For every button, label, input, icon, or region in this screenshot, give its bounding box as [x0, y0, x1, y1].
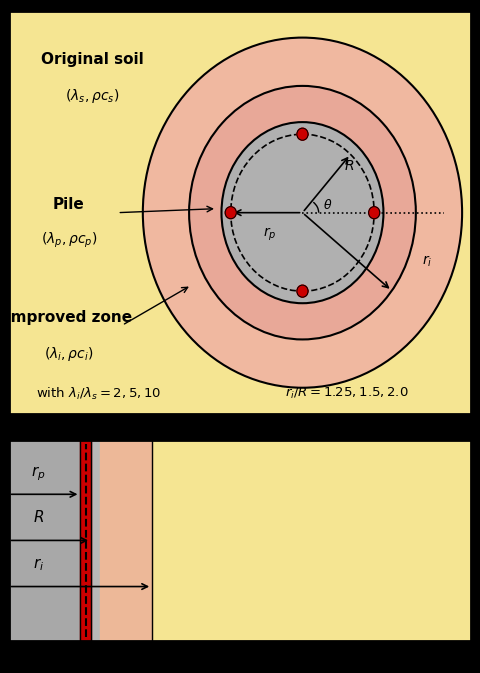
Bar [80, 440, 91, 641]
Text: $r_i$: $r_i$ [422, 253, 432, 269]
Text: Improved zone: Improved zone [5, 310, 132, 325]
Ellipse shape [143, 38, 462, 388]
Text: $R$: $R$ [344, 160, 354, 174]
Text: $R$: $R$ [33, 509, 44, 526]
Text: $r_p$: $r_p$ [32, 464, 46, 483]
Ellipse shape [297, 128, 308, 140]
Ellipse shape [225, 207, 236, 219]
Text: $r_i/R = 1.25, 1.5, 2.0$: $r_i/R = 1.25, 1.5, 2.0$ [285, 386, 408, 401]
Text: $r_i$: $r_i$ [33, 557, 44, 573]
Text: $(\lambda_s, \rho c_s)$: $(\lambda_s, \rho c_s)$ [65, 87, 119, 105]
Text: $(\lambda_p, \rho c_p)$: $(\lambda_p, \rho c_p)$ [40, 232, 97, 250]
Ellipse shape [189, 86, 416, 339]
Ellipse shape [297, 285, 308, 297]
Text: $(\lambda_i, \rho c_i)$: $(\lambda_i, \rho c_i)$ [44, 345, 94, 363]
Ellipse shape [221, 122, 384, 304]
Bar [91, 440, 100, 641]
Bar [9, 440, 80, 641]
Bar [100, 440, 152, 641]
Ellipse shape [369, 207, 380, 219]
Text: $\theta$: $\theta$ [323, 199, 333, 213]
Text: $r_p$: $r_p$ [264, 226, 277, 244]
Text: Original soil: Original soil [40, 52, 144, 67]
Text: Pile: Pile [53, 197, 84, 212]
Text: with $\lambda_i/\lambda_s = 2, 5, 10$: with $\lambda_i/\lambda_s = 2, 5, 10$ [36, 386, 161, 402]
